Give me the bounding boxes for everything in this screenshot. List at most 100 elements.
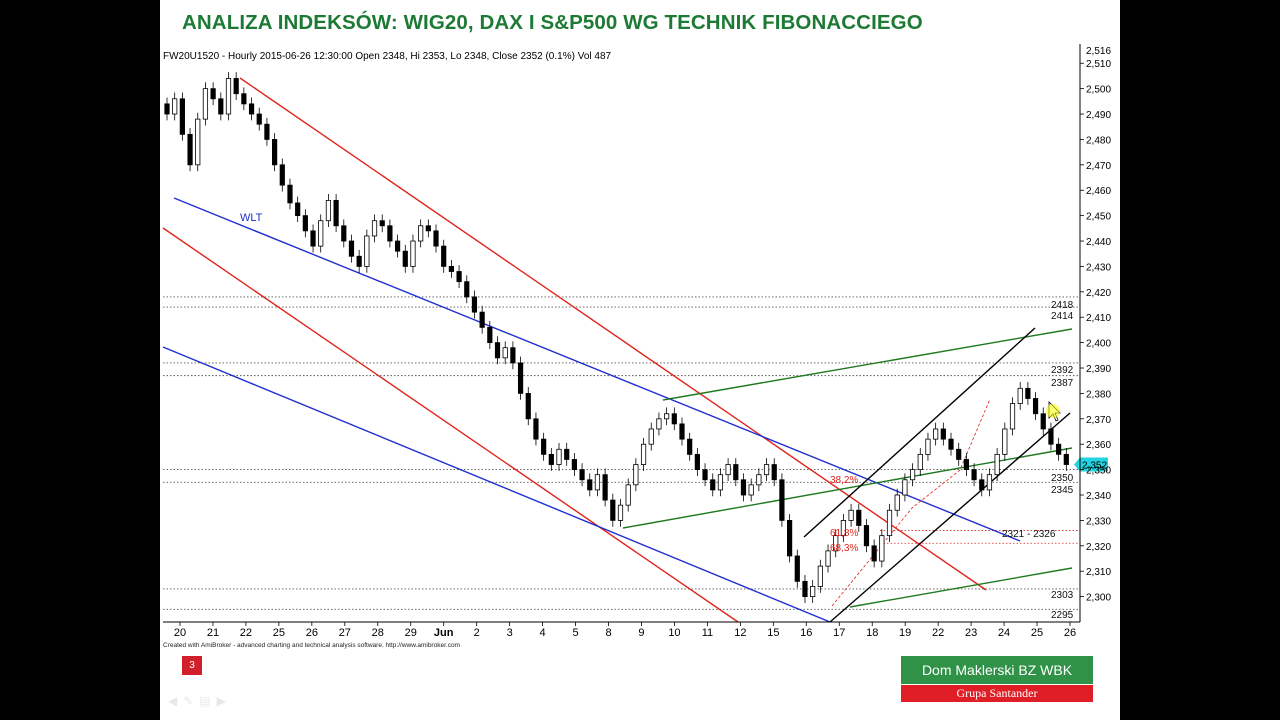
candle-body <box>856 509 862 526</box>
candle-body <box>717 474 724 491</box>
x-tick-label: 24 <box>998 627 1010 639</box>
candle-body <box>233 78 239 95</box>
candle-body <box>179 98 185 135</box>
candle-body <box>525 393 531 420</box>
candle-body <box>487 326 493 344</box>
candle-body <box>571 459 577 471</box>
broker-logo: Dom Maklerski BZ WBK Grupa Santander <box>901 656 1093 702</box>
candle-body <box>202 88 209 120</box>
candle-body <box>241 93 247 105</box>
candle-body <box>172 98 178 115</box>
prev-arrow-icon[interactable]: ◀ <box>168 694 184 708</box>
level-label: 2303 <box>1051 590 1074 601</box>
candle-body <box>879 535 885 562</box>
candle-body <box>810 586 816 598</box>
candle-body <box>272 139 278 166</box>
level-label: 2295 <box>1051 610 1074 621</box>
x-tick-label: 5 <box>572 627 578 639</box>
candle-body <box>909 469 916 481</box>
candle-body <box>617 504 624 521</box>
candle-body <box>556 448 562 465</box>
y-tick-label: 2,500 <box>1086 85 1111 96</box>
x-tick-label: 19 <box>899 627 911 639</box>
x-tick-label: 17 <box>833 627 845 639</box>
candle-body <box>302 215 308 232</box>
candle-body <box>625 484 631 506</box>
fib-label: 38,2% <box>830 475 858 486</box>
candle-body <box>1040 413 1046 430</box>
candle-body <box>418 225 424 242</box>
candle-body <box>779 479 785 521</box>
candle-body <box>994 453 1000 476</box>
candle-body <box>448 266 454 272</box>
y-tick-label: 2,490 <box>1086 110 1111 121</box>
candle-body <box>656 418 662 430</box>
candle-body <box>517 362 524 394</box>
candle-body <box>756 474 762 486</box>
candle-body <box>840 520 847 537</box>
candle-body <box>318 220 324 247</box>
slide-navigation: ◀✎▤▶ <box>168 694 232 708</box>
y-tick-label: 2,400 <box>1086 339 1111 350</box>
price-tag <box>1074 457 1108 472</box>
candle-body <box>979 479 985 491</box>
candle-body <box>433 230 439 247</box>
x-tick-label: 12 <box>734 627 746 639</box>
trend-line <box>803 327 1036 538</box>
y-tick-label: 2,320 <box>1086 542 1111 553</box>
trend-line <box>662 328 1073 401</box>
y-tick-label: 2,480 <box>1086 135 1111 146</box>
y-tick-label: 2,350 <box>1086 466 1111 477</box>
y-tick-label: 2,440 <box>1086 237 1111 248</box>
y-tick-label: 2,470 <box>1086 161 1111 172</box>
x-tick-label: 11 <box>702 627 713 639</box>
candle-body <box>510 347 516 364</box>
candle-body <box>740 479 747 496</box>
candle-body <box>210 88 216 100</box>
candle-body <box>986 474 993 491</box>
candle-body <box>333 199 339 227</box>
candle-body <box>548 453 554 465</box>
y-tick-label: 2,330 <box>1086 516 1111 527</box>
pen-icon[interactable]: ✎ <box>183 694 200 708</box>
next-arrow-icon[interactable]: ▶ <box>216 694 232 708</box>
candle-body <box>971 469 977 481</box>
candle-body <box>771 464 777 481</box>
x-tick-label: 18 <box>866 627 878 639</box>
candle-body <box>248 103 255 115</box>
candle-body <box>602 474 608 501</box>
candle-body <box>471 296 478 313</box>
candle-body <box>371 220 378 237</box>
fib-label: 68,3% <box>830 543 858 554</box>
candle-body <box>279 164 285 186</box>
menu-icon[interactable]: ▤ <box>199 694 217 708</box>
candle-body <box>787 520 793 557</box>
broker-name: Dom Maklerski BZ WBK <box>901 656 1093 684</box>
candle-body <box>948 438 954 450</box>
trend-line <box>162 346 831 623</box>
candle-body <box>379 220 385 227</box>
slide: ANALIZA INDEKSÓW: WIG20, DAX I S&P500 WG… <box>160 0 1120 720</box>
y-tick-label: 2,310 <box>1086 567 1111 578</box>
x-tick-label: 9 <box>638 627 644 639</box>
candle-body <box>725 464 731 476</box>
candle-body <box>863 525 870 547</box>
trend-line <box>173 197 1021 542</box>
candle-body <box>325 199 332 222</box>
candle-body <box>894 494 900 511</box>
candle-body <box>687 438 693 455</box>
y-tick-label: 2,360 <box>1086 440 1111 451</box>
candle-body <box>1063 453 1069 465</box>
x-tick-label: 2 <box>474 627 480 639</box>
candle-body <box>256 113 262 125</box>
candle-body <box>479 311 485 328</box>
candle-body <box>425 225 431 232</box>
candle-body <box>640 443 647 465</box>
y-tick-label: 2,510 <box>1086 59 1111 70</box>
x-tick-label: 29 <box>405 627 417 639</box>
candle-body <box>494 342 501 359</box>
slide-number: 3 <box>182 656 202 675</box>
y-tick-label: 2,340 <box>1086 491 1111 502</box>
candle-body <box>464 281 470 298</box>
x-tick-label: 25 <box>273 627 285 639</box>
